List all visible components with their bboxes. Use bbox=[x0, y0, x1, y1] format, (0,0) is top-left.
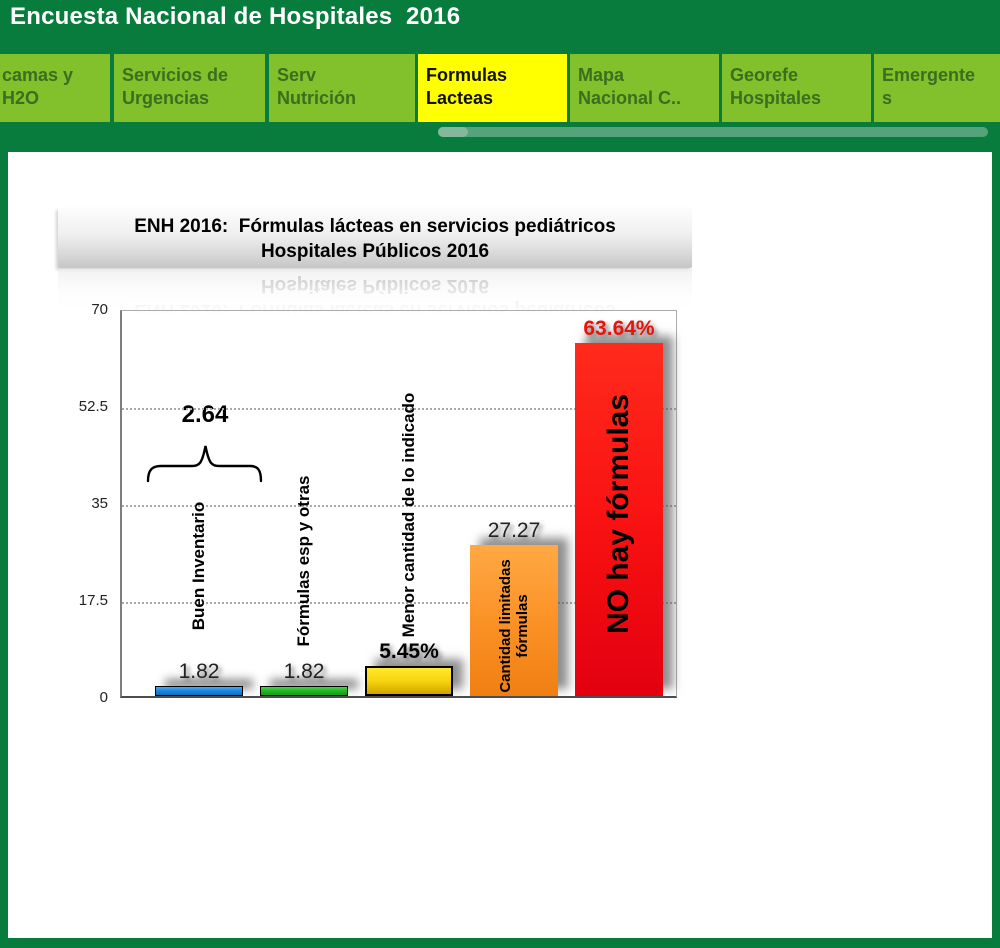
y-axis-tick-label: 52.5 bbox=[78, 398, 108, 415]
tab-label: Georefe bbox=[730, 65, 799, 85]
y-axis-tick-label: 0 bbox=[99, 689, 108, 706]
bar-category-label: Cantidad limitadas fórmulas bbox=[496, 559, 531, 693]
y-axis-tick-label: 70 bbox=[91, 301, 108, 318]
chart-bar bbox=[260, 686, 348, 696]
gridline bbox=[122, 505, 676, 507]
tab-formulas-lacteas[interactable]: Formulas Lacteas bbox=[418, 54, 567, 122]
tab-label: Lacteas bbox=[426, 88, 494, 108]
chart-bar bbox=[575, 343, 663, 696]
brace-annotation bbox=[145, 439, 264, 490]
tab-camas-h2o[interactable]: camas y H2O bbox=[0, 54, 110, 122]
app-header: Encuesta Nacional de Hospitales 2016 bbox=[0, 0, 1000, 54]
tab-mapa-nacional[interactable]: Mapa Nacional C.. bbox=[570, 54, 719, 122]
y-axis-tick-label: 35 bbox=[91, 495, 108, 512]
chart-title-line1: ENH 2016: Fórmulas lácteas en servicios … bbox=[134, 216, 616, 237]
bar-category-label: Menor cantidad de lo indicado bbox=[399, 392, 419, 638]
tab-label: camas y bbox=[2, 65, 74, 85]
gridline bbox=[122, 408, 676, 410]
tab-label: Serv bbox=[277, 65, 317, 85]
bar-category-label: Buen Inventario bbox=[189, 501, 209, 631]
plot-area: 2.64 1.82 Buen Inventario 1.82 Fórmulas esp… bbox=[120, 310, 677, 698]
gridline bbox=[122, 602, 676, 604]
chart-title-box: ENH 2016: Fórmulas lácteas en servicios … bbox=[58, 208, 692, 268]
bar-value-label: 63.64% bbox=[583, 317, 655, 340]
tab-label: s bbox=[882, 88, 893, 108]
chart-bar bbox=[470, 545, 558, 696]
tab-label: Urgencias bbox=[122, 88, 210, 108]
tab-label: Nutrición bbox=[277, 88, 356, 108]
bar-value-label: 1.82 bbox=[283, 660, 325, 683]
tab-strip: camas y H2O Servicios de Urgencias Serv … bbox=[0, 54, 1000, 122]
page-title: Encuesta Nacional de Hospitales 2016 bbox=[10, 3, 461, 30]
chart-bar bbox=[365, 666, 453, 696]
bar-value-label: 27.27 bbox=[487, 519, 541, 542]
brace-value-label: 2.64 bbox=[181, 401, 229, 428]
tab-servicios-urgencias[interactable]: Servicios de Urgencias bbox=[114, 54, 265, 122]
chart-bar bbox=[155, 686, 243, 696]
tab-strip-scrollbar[interactable] bbox=[438, 127, 988, 137]
content-panel: ENH 2016: Fórmulas lácteas en servicios … bbox=[8, 152, 992, 938]
bar-category-label: NO hay fórmulas bbox=[601, 393, 635, 635]
tab-label: Mapa bbox=[578, 65, 625, 85]
brace-icon bbox=[146, 445, 263, 483]
bar-value-label: 5.45% bbox=[379, 640, 439, 663]
tab-emergentes[interactable]: Emergente s bbox=[874, 54, 1000, 122]
tab-serv-nutricion[interactable]: Serv Nutrición bbox=[269, 54, 415, 122]
chart-title-reflection: ENH 2016: Fórmulas lácteas en servicios … bbox=[58, 269, 692, 315]
tab-label: H2O bbox=[2, 88, 40, 108]
tab-georefe-hospitales[interactable]: Georefe Hospitales bbox=[722, 54, 871, 122]
tab-label: Hospitales bbox=[730, 88, 822, 108]
chart-title-line2: Hospitales Públicos 2016 bbox=[260, 241, 490, 262]
bar-category-label: Fórmulas esp y otras bbox=[294, 475, 314, 647]
tab-label: Nacional C.. bbox=[578, 88, 682, 108]
bar-value-label: 1.82 bbox=[178, 660, 220, 683]
tab-label: Emergente bbox=[882, 65, 976, 85]
tab-label: Servicios de bbox=[122, 65, 229, 85]
tab-label: Formulas bbox=[426, 65, 508, 85]
chart-title-reflection-copy: ENH 2016: Fórmulas lácteas en servicios … bbox=[58, 269, 692, 315]
y-axis-tick-label: 17.5 bbox=[78, 592, 108, 609]
